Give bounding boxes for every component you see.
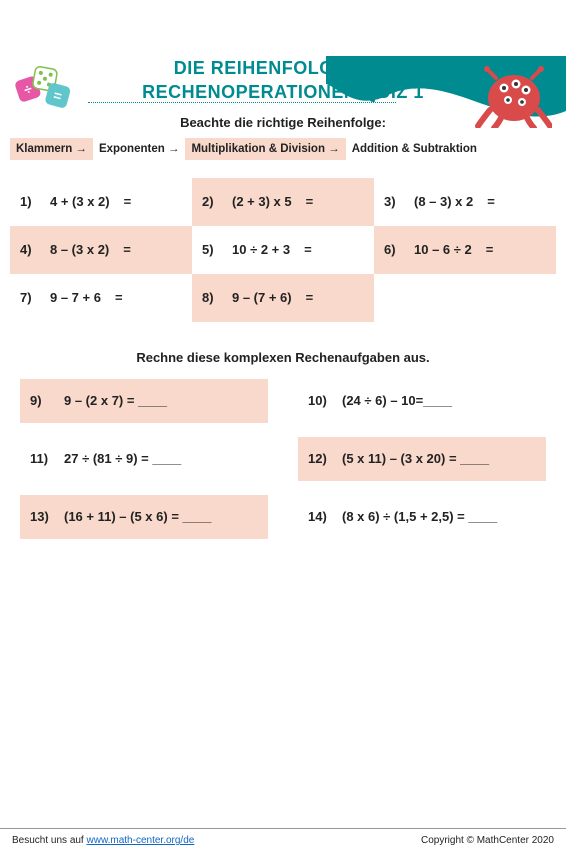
problem-number: 3): [384, 194, 404, 209]
problem-number: 12): [308, 451, 328, 466]
problem-expression: 10 ÷ 2 + 3: [232, 242, 290, 257]
problem-expression: 9 – 7 + 6: [50, 290, 101, 305]
problem-expression: (5 x 11) – (3 x 20) = ____: [342, 451, 489, 466]
title-line-1: DIE REIHENFOLGE VON: [0, 56, 566, 80]
problem-number: 4): [20, 242, 40, 257]
problem-number: 2): [202, 194, 222, 209]
problem-number: 13): [30, 509, 50, 524]
rule-exponenten: Exponenten →: [93, 138, 186, 160]
problem-number: 1): [20, 194, 40, 209]
problem-cell: 6) 10 – 6 ÷ 2 =: [374, 226, 556, 274]
problem-cell: 2) (2 + 3) x 5 =: [192, 178, 374, 226]
title-line-2: RECHENOPERATIONEN QUIZ 1: [0, 80, 566, 104]
equals-sign: =: [306, 290, 314, 305]
problem-number: 8): [202, 290, 222, 305]
footer-link[interactable]: www.math-center.org/de: [87, 835, 195, 846]
problem-number: 5): [202, 242, 222, 257]
problem-cell: 7) 9 – 7 + 6 =: [10, 274, 192, 322]
problem-expression: 10 – 6 ÷ 2: [414, 242, 472, 257]
rule-bar: Klammern → Exponenten → Multiplikation &…: [10, 138, 556, 160]
problem-expression: 9 – (7 + 6): [232, 290, 292, 305]
problem-cell: 12) (5 x 11) – (3 x 20) = ____: [298, 437, 546, 481]
equals-sign: =: [123, 242, 131, 257]
problem-cell: 4) 8 – (3 x 2) =: [10, 226, 192, 274]
footer-visit-pre: Besucht uns auf: [12, 835, 87, 846]
equals-sign: =: [124, 194, 132, 209]
problem-number: 14): [308, 509, 328, 524]
problem-number: 6): [384, 242, 404, 257]
rule-muldiv: Multiplikation & Division →: [185, 138, 345, 160]
problem-cell: 14) (8 x 6) ÷ (1,5 + 2,5) = ____: [298, 495, 546, 539]
problem-expression: 27 ÷ (81 ÷ 9) = ____: [64, 451, 181, 466]
problem-cell: 13) (16 + 11) – (5 x 6) = ____: [20, 495, 268, 539]
header-dotted-line: [88, 102, 396, 103]
problem-number: 10): [308, 393, 328, 408]
equals-sign: =: [487, 194, 495, 209]
problem-expression: (8 x 6) ÷ (1,5 + 2,5) = ____: [342, 509, 497, 524]
page-title: DIE REIHENFOLGE VON RECHENOPERATIONEN QU…: [0, 56, 566, 105]
rule-klammern: Klammern →: [10, 138, 93, 160]
problem-cell: 11) 27 ÷ (81 ÷ 9) = ____: [20, 437, 268, 481]
equals-sign: =: [115, 290, 123, 305]
subtitle: Beachte die richtige Reihenfolge:: [0, 115, 566, 130]
equals-sign: =: [306, 194, 314, 209]
problem-cell: 3) (8 – 3) x 2 =: [374, 178, 556, 226]
problem-expression: (24 ÷ 6) – 10=____: [342, 393, 452, 408]
problem-expression: 8 – (3 x 2): [50, 242, 109, 257]
problem-cell: 9) 9 – (2 x 7) = ____: [20, 379, 268, 423]
problem-expression: (2 + 3) x 5: [232, 194, 292, 209]
empty-cell: [374, 274, 556, 322]
problem-cell: 5) 10 ÷ 2 + 3 =: [192, 226, 374, 274]
problem-cell: 1) 4 + (3 x 2) =: [10, 178, 192, 226]
equals-sign: =: [486, 242, 494, 257]
problem-number: 9): [30, 393, 50, 408]
footer: Besucht uns auf www.math-center.org/de C…: [0, 828, 566, 846]
problem-cell: 8) 9 – (7 + 6) =: [192, 274, 374, 322]
problem-expression: 4 + (3 x 2): [50, 194, 110, 209]
problem-number: 7): [20, 290, 40, 305]
mid-instruction: Rechne diese komplexen Rechenaufgaben au…: [0, 350, 566, 365]
footer-visit: Besucht uns auf www.math-center.org/de: [12, 835, 194, 846]
problems-grid-complex: 9) 9 – (2 x 7) = ____ 10) (24 ÷ 6) – 10=___…: [20, 379, 546, 539]
problem-number: 11): [30, 451, 50, 466]
problem-expression: (8 – 3) x 2: [414, 194, 473, 209]
problems-grid-simple: 1) 4 + (3 x 2) = 2) (2 + 3) x 5 = 3) (8 – 3) x …: [10, 178, 556, 322]
problem-cell: 10) (24 ÷ 6) – 10=____: [298, 379, 546, 423]
equals-sign: =: [304, 242, 312, 257]
problem-expression: (16 + 11) – (5 x 6) = ____: [64, 509, 211, 524]
problem-expression: 9 – (2 x 7) = ____: [64, 393, 167, 408]
footer-copyright: Copyright © MathCenter 2020: [421, 835, 554, 846]
rule-addsub: Addition & Subtraktion: [346, 138, 483, 160]
